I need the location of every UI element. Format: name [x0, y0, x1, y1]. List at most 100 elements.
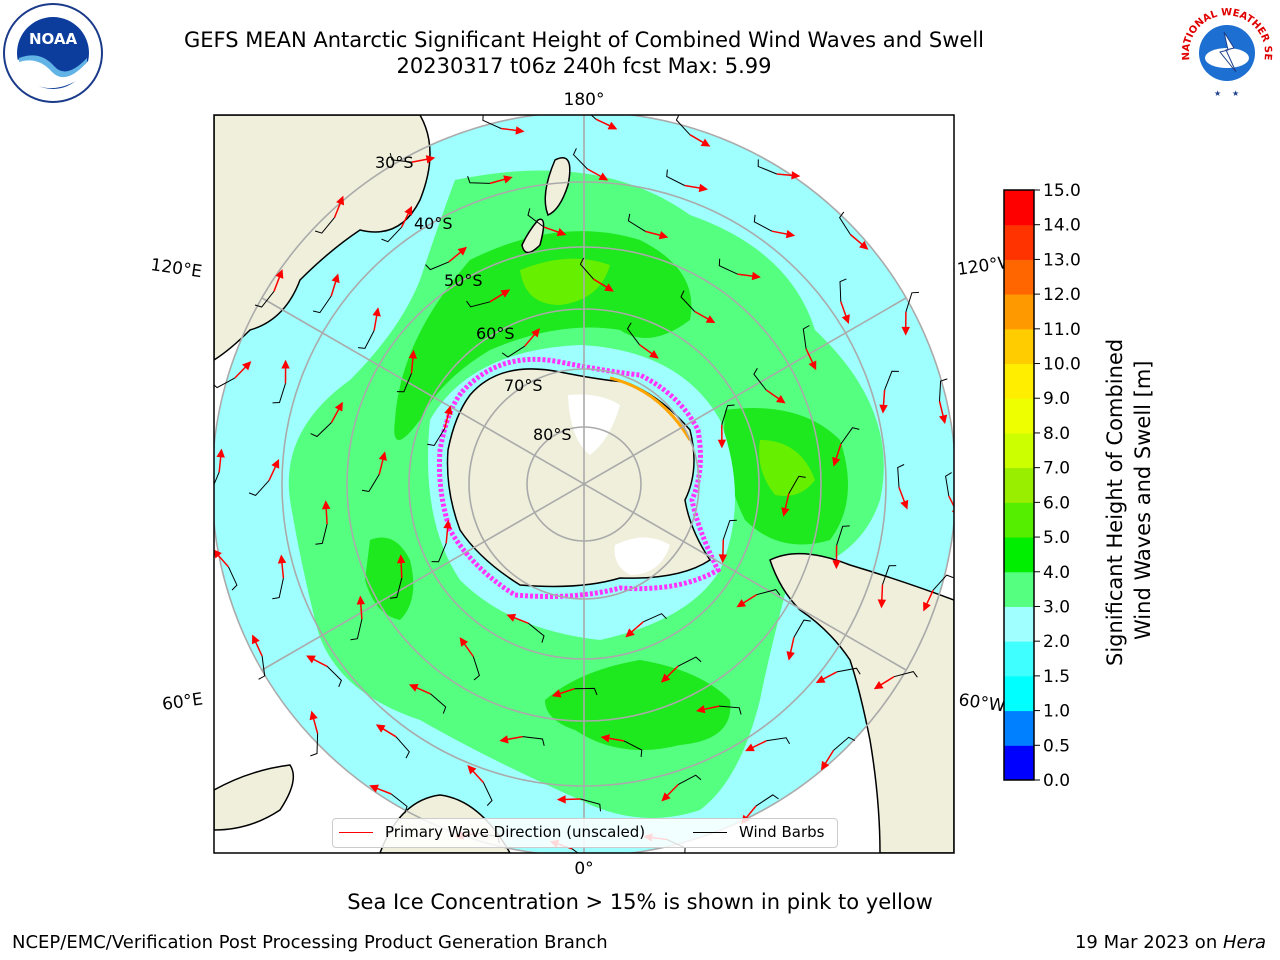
wind-barb	[501, 345, 525, 358]
wave-arrow-head	[696, 705, 706, 714]
wind-barb	[528, 622, 545, 643]
wind-barb	[430, 693, 447, 714]
lat-label-30s: 30°S	[375, 153, 414, 172]
wave-arrow-head	[378, 451, 387, 461]
wave-arrow-head	[375, 724, 386, 733]
wave-arrow-head	[444, 405, 453, 416]
wind-barb	[788, 475, 806, 494]
nws-logo: NATIONAL WEATHER SERVICE ★ ★	[1176, 2, 1276, 102]
wave-band-5-6m	[759, 440, 815, 496]
wind-barb	[905, 291, 919, 313]
wave-arrow-head	[877, 599, 887, 609]
wind-barb	[312, 295, 332, 314]
noaa-logo: NOAA	[3, 3, 103, 103]
wave-arrow-head	[556, 795, 566, 804]
graticule	[214, 115, 954, 853]
wave-arrow-head	[459, 637, 469, 647]
wave-arrow-head	[408, 349, 418, 359]
chart-subtitle: 20230317 t06z 240h fcst Max: 5.99	[396, 54, 772, 78]
wind-barb	[627, 213, 646, 232]
wave-arrow-head	[396, 554, 406, 564]
colorbar-cell	[1004, 224, 1034, 260]
wind-barb	[719, 705, 742, 715]
wave-arrow-head	[625, 628, 635, 638]
wind-barb	[214, 377, 235, 389]
wind-barb	[677, 774, 702, 786]
wind-barb	[893, 671, 918, 678]
sea-ice-note: Sea Ice Concentration > 15% is shown in …	[347, 890, 933, 914]
ross-ice-shelf	[568, 394, 620, 455]
wind-barb	[945, 472, 952, 496]
wind-barb	[357, 330, 375, 349]
lat-label-50s: 50°S	[444, 271, 483, 290]
wave-arrow-head	[336, 195, 345, 206]
colorbar-tick-label: 8.0	[1043, 424, 1070, 444]
wind-barb	[390, 793, 408, 814]
wind-barb	[228, 566, 238, 591]
wind-barb	[939, 378, 948, 402]
wave-arrow-head	[252, 634, 260, 645]
wind-barb	[793, 619, 811, 638]
colorbar-cell	[1004, 432, 1034, 469]
new-zealand-land	[521, 218, 545, 254]
wind-barb	[897, 464, 905, 488]
wave-arrow-head	[404, 205, 413, 216]
wave-arrow-head	[457, 246, 468, 256]
wave-arrow-head	[372, 307, 381, 317]
wave-arrow-head	[820, 760, 830, 771]
wind-barb	[755, 794, 779, 807]
wave-arrow-head	[604, 283, 614, 292]
wave-arrow-head	[321, 500, 331, 510]
wind-barb	[572, 148, 588, 170]
chart-title: GEFS MEAN Antarctic Significant Height o…	[183, 28, 985, 52]
wind-barb	[756, 589, 781, 596]
colorbar-cell	[1004, 363, 1034, 399]
wind-barb	[666, 169, 685, 186]
colorbar-tick-label: 2.0	[1043, 632, 1070, 652]
wave-arrow-head	[658, 231, 669, 240]
colorbar-tick-label: 10.0	[1043, 355, 1081, 375]
wind-barb	[350, 619, 363, 641]
wind-barb	[623, 740, 643, 757]
footer-machine: Hera	[1222, 932, 1266, 953]
wave-band-4-5m	[545, 660, 731, 750]
wave-arrow-head	[649, 349, 659, 359]
wind-barb	[626, 322, 640, 346]
wave-arrow-head	[408, 683, 419, 692]
sea-ice-edge	[436, 356, 722, 599]
wind-barb	[884, 370, 899, 391]
colorbar-cell	[1004, 606, 1034, 642]
wave-arrow-head	[785, 229, 796, 239]
wave-arrow-head	[923, 601, 931, 612]
wind-barb	[643, 613, 667, 623]
colorbar-cell	[1004, 467, 1034, 503]
wave-arrow-head	[309, 710, 318, 721]
wave-arrow-head	[786, 651, 795, 661]
wind-barb	[840, 427, 860, 445]
wind-barb	[833, 736, 856, 751]
wave-arrow-head	[356, 595, 366, 605]
lon-label-60e: 60°E	[161, 689, 204, 714]
wave-arrow-head	[369, 784, 379, 793]
antarctica-land	[446, 368, 712, 588]
lon-label-0: 0°	[574, 859, 593, 879]
wave-arrow-head	[242, 361, 252, 371]
wind-barb	[753, 214, 773, 232]
wind-barb	[381, 226, 402, 243]
colorbar-cell	[1004, 675, 1034, 712]
wave-arrow-head	[306, 655, 316, 664]
wave-arrow-head	[281, 359, 290, 369]
colorbar-tick-label: 14.0	[1043, 216, 1081, 236]
wind-barb	[310, 422, 332, 438]
wave-arrow-head	[443, 519, 452, 529]
lat-label-80s: 80°S	[533, 425, 572, 444]
wind-barb	[314, 217, 335, 234]
wind-barb	[395, 736, 410, 759]
wind-barb	[466, 300, 491, 308]
colorbar-tick-label: 12.0	[1043, 285, 1081, 305]
weddell-ice-shelf	[614, 537, 670, 575]
wind-barb	[802, 325, 810, 349]
wind-barb	[882, 565, 897, 585]
wave-arrow-head	[506, 613, 517, 622]
